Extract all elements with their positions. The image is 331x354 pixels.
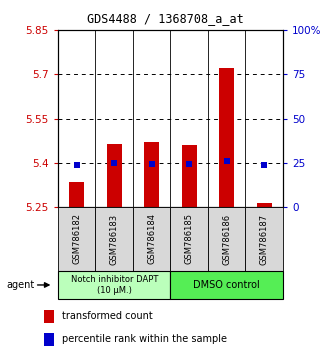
- Bar: [257, 202, 272, 207]
- Text: percentile rank within the sample: percentile rank within the sample: [62, 335, 227, 344]
- Bar: [58, 207, 95, 271]
- Bar: [44, 333, 54, 346]
- Bar: [133, 207, 170, 271]
- Bar: [95, 207, 133, 271]
- Bar: [58, 271, 170, 299]
- Text: transformed count: transformed count: [62, 312, 153, 321]
- Text: GSM786185: GSM786185: [185, 213, 194, 264]
- Bar: [219, 68, 234, 207]
- Bar: [44, 310, 54, 323]
- Text: GSM786182: GSM786182: [72, 213, 81, 264]
- Text: GSM786184: GSM786184: [147, 213, 156, 264]
- Text: DMSO control: DMSO control: [193, 280, 260, 290]
- Bar: [144, 142, 159, 207]
- Bar: [107, 144, 122, 207]
- Text: GSM786186: GSM786186: [222, 213, 231, 264]
- Bar: [182, 145, 197, 207]
- Text: GDS4488 / 1368708_a_at: GDS4488 / 1368708_a_at: [87, 12, 244, 25]
- Bar: [246, 207, 283, 271]
- Bar: [170, 207, 208, 271]
- Bar: [69, 182, 84, 207]
- Text: GSM786183: GSM786183: [110, 213, 119, 264]
- Bar: [208, 207, 246, 271]
- Bar: [170, 271, 283, 299]
- Text: agent: agent: [7, 280, 35, 290]
- Text: Notch inhibitor DAPT
(10 μM.): Notch inhibitor DAPT (10 μM.): [71, 275, 158, 295]
- Text: GSM786187: GSM786187: [260, 213, 269, 264]
